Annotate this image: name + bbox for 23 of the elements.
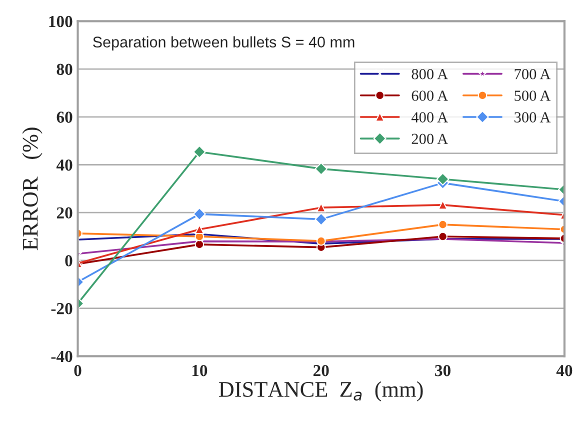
y-tick-label: -20 bbox=[51, 303, 72, 314]
y-tick-label: -40 bbox=[51, 350, 72, 362]
legend-label: 400 A bbox=[411, 112, 448, 122]
legend-label: 200 A bbox=[412, 134, 448, 144]
legend-label: 500 A bbox=[514, 90, 551, 101]
annotation: Separation between bullets S = 40 mm bbox=[93, 36, 354, 51]
x-axis-title: DISTANCE Z$_{a}$ (mm) bbox=[218, 381, 423, 402]
y-tick-label: 60 bbox=[56, 112, 72, 123]
legend-label: 700 A bbox=[514, 68, 551, 80]
y-tick-label: 20 bbox=[56, 207, 72, 219]
x-tick-label: 30 bbox=[435, 364, 450, 376]
legend-label: 300 A bbox=[514, 112, 551, 122]
x-tick-label: 10 bbox=[192, 364, 208, 376]
x-tick-label: 40 bbox=[556, 364, 572, 376]
legend-label: 800 A bbox=[412, 68, 448, 80]
x-tick-label: 0 bbox=[74, 364, 82, 376]
y-tick-label: 80 bbox=[56, 64, 72, 75]
y-tick-label: 40 bbox=[56, 159, 72, 171]
x-tick-label: 20 bbox=[313, 364, 329, 376]
legend-label: 600 A bbox=[412, 90, 448, 101]
y-axis-title: ERROR (%) bbox=[22, 128, 42, 250]
y-tick-label: 100 bbox=[49, 16, 72, 28]
y-tick-label: 0 bbox=[65, 255, 72, 266]
